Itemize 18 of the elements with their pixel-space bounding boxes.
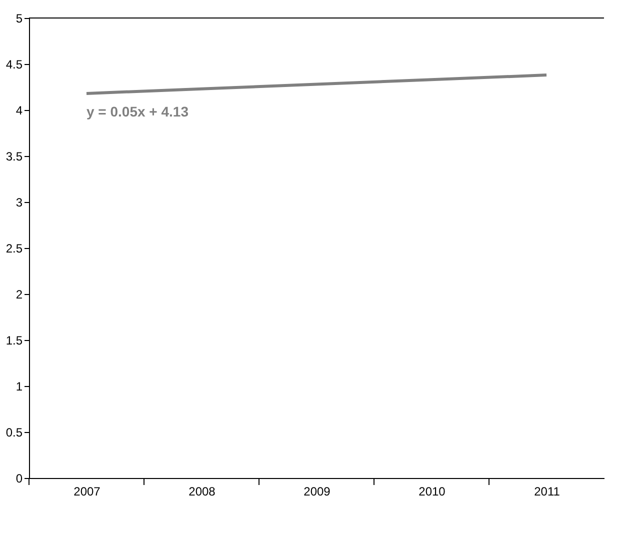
y-tick-label: 4 bbox=[16, 104, 23, 118]
x-tick-label: 2008 bbox=[188, 484, 216, 498]
x-tick-label: 2009 bbox=[304, 484, 331, 498]
annotation: y = 0.05x + 4.13 bbox=[86, 103, 189, 120]
x-tick-label: 2011 bbox=[534, 484, 560, 498]
x-tick-label: 2010 bbox=[418, 484, 446, 498]
y-tick-label: 3 bbox=[16, 196, 23, 210]
y-tick-label: 4.5 bbox=[6, 58, 23, 72]
y-tick-label: 1 bbox=[16, 380, 23, 394]
y-tick-label: 2 bbox=[16, 288, 23, 302]
y-tick-label: 5 bbox=[16, 12, 23, 26]
y-tick-label: 0.5 bbox=[6, 426, 23, 440]
line-series bbox=[85, 74, 548, 95]
y-tick-label: 1.5 bbox=[6, 334, 23, 348]
y-tick-label: 3.5 bbox=[6, 150, 23, 164]
y-tick-label: 0 bbox=[16, 472, 23, 486]
y-tick-label: 2.5 bbox=[6, 242, 23, 256]
x-tick-label: 2007 bbox=[74, 484, 101, 498]
